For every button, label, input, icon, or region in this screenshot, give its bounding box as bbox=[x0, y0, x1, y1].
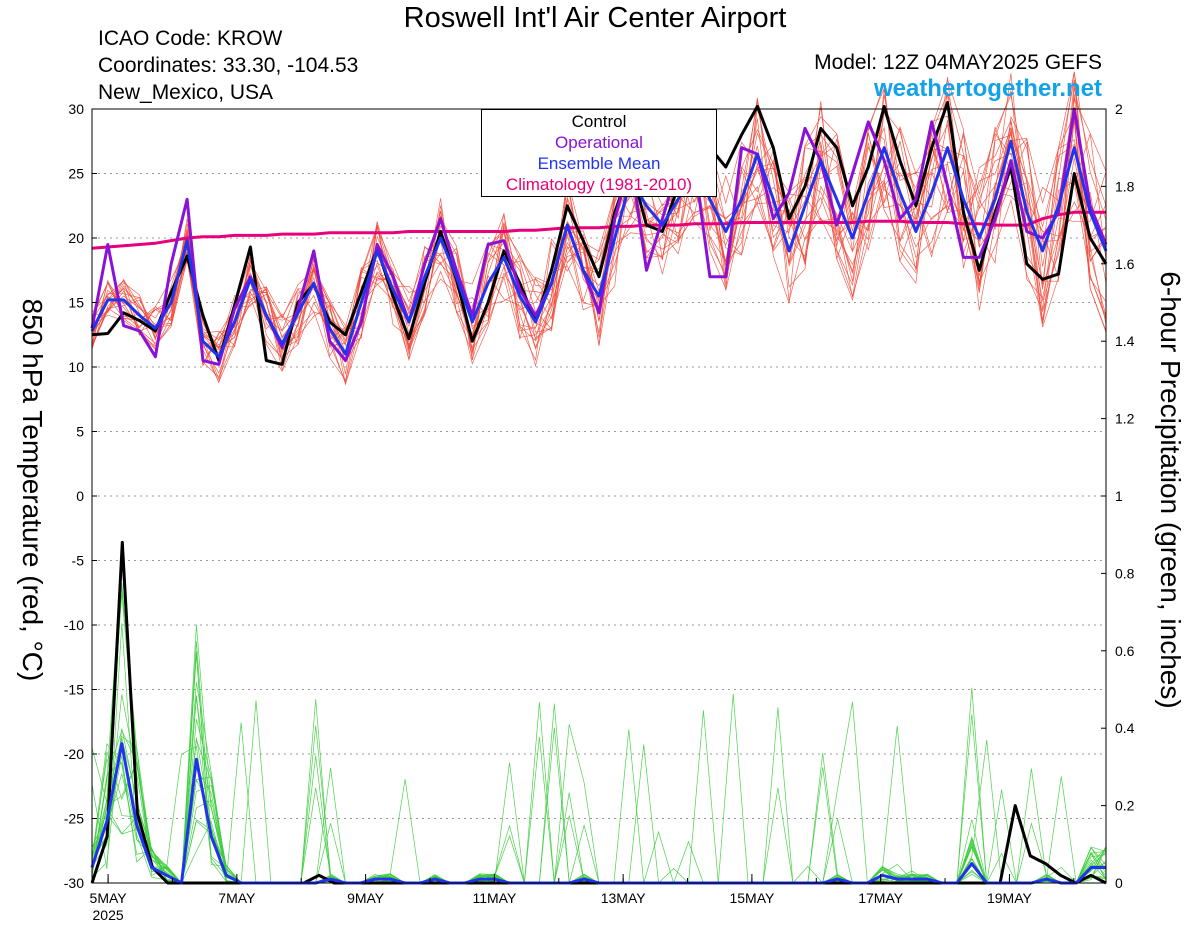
precip-member-line bbox=[91, 682, 1107, 884]
legend-climatology: Climatology (1981-2010) bbox=[505, 175, 693, 194]
x-tick-label: 13MAY bbox=[601, 890, 647, 906]
x-tick-label: 15MAY bbox=[729, 890, 775, 906]
plot-frame bbox=[91, 108, 1107, 884]
precip-member-line bbox=[91, 710, 1107, 884]
y-tick-label-left: 0 bbox=[76, 488, 84, 504]
x-tick-label: 11MAY bbox=[472, 890, 516, 906]
main-series bbox=[90, 101, 1108, 885]
legend-control: Control bbox=[571, 112, 627, 131]
y-tick-label-left: 10 bbox=[68, 359, 84, 375]
y-axis-label-left: 850 hPa Temperature (red, °C) bbox=[17, 298, 48, 682]
precip-member-line bbox=[91, 593, 1107, 884]
x-tick-label: 7MAY bbox=[218, 890, 256, 906]
precip-member-line bbox=[91, 701, 1107, 884]
legend-ensemble-mean: Ensemble Mean bbox=[537, 154, 661, 173]
precip-member-line bbox=[91, 725, 1107, 885]
y-tick-label-left: 30 bbox=[68, 101, 84, 117]
y-tick-label-right: 0.4 bbox=[1115, 720, 1135, 736]
legend-operational: Operational bbox=[555, 133, 643, 152]
y-tick-label-right: 1.6 bbox=[1115, 256, 1135, 272]
temp-member-line bbox=[91, 87, 1107, 351]
precip-ensemble-mean-line bbox=[90, 742, 1106, 885]
temp-member-line bbox=[91, 128, 1107, 349]
temp-control-line bbox=[91, 101, 1108, 366]
temp-ensemble-mean-line bbox=[90, 139, 1108, 359]
axes: 302520151050-5-10-15-20-25-3021.81.61.41… bbox=[64, 101, 1135, 923]
icao-code: ICAO Code: KROW bbox=[98, 27, 283, 50]
precip-member-line bbox=[91, 724, 1107, 884]
y-tick-label-left: 20 bbox=[68, 230, 84, 246]
x-tick-label: 9MAY bbox=[347, 890, 385, 906]
precip-member-line bbox=[91, 761, 1107, 884]
y-axis-label-right: 6-hour Precipitation (green, inches) bbox=[1155, 271, 1186, 709]
precip-member-line bbox=[91, 552, 1107, 884]
precip-member-line bbox=[91, 556, 1107, 884]
y-tick-label-right: 0.2 bbox=[1115, 798, 1135, 814]
precip-member-line bbox=[91, 699, 1107, 884]
precip-member-line bbox=[91, 758, 1107, 884]
y-tick-label-left: -5 bbox=[72, 553, 85, 569]
x-tick-label: 17MAY bbox=[858, 890, 904, 906]
y-tick-label-right: 0.8 bbox=[1115, 565, 1135, 581]
y-tick-label-left: 15 bbox=[68, 295, 84, 311]
temp-member-line bbox=[91, 78, 1107, 367]
y-tick-label-right: 0.6 bbox=[1115, 643, 1135, 659]
model-run: Model: 12Z 04MAY2025 GEFS bbox=[814, 51, 1102, 74]
temp-member-line bbox=[91, 71, 1107, 383]
chart-title: Roswell Int'l Air Center Airport bbox=[403, 2, 787, 34]
precip-member-line bbox=[91, 695, 1107, 884]
y-tick-label-right: 0 bbox=[1115, 875, 1123, 891]
y-tick-label-left: -30 bbox=[64, 875, 84, 891]
y-tick-label-left: -10 bbox=[64, 617, 84, 633]
precip-control-line bbox=[90, 540, 1107, 885]
temp-member-line bbox=[91, 132, 1107, 386]
brand-link[interactable]: weathertogether.net bbox=[873, 75, 1102, 102]
y-tick-label-right: 1.4 bbox=[1115, 333, 1135, 349]
y-tick-label-left: 5 bbox=[76, 424, 84, 440]
region: New_Mexico, USA bbox=[98, 81, 274, 104]
y-tick-label-right: 1.8 bbox=[1115, 178, 1135, 194]
legend: Control Operational Ensemble Mean Climat… bbox=[481, 109, 717, 197]
y-tick-label-right: 1 bbox=[1115, 488, 1123, 504]
precip-member-line bbox=[91, 703, 1107, 884]
x-tick-label: 5MAY bbox=[90, 890, 128, 906]
precip-member-line bbox=[91, 583, 1107, 884]
coordinates: Coordinates: 33.30, -104.53 bbox=[98, 54, 359, 77]
precip-member-line bbox=[91, 586, 1107, 884]
y-tick-label-right: 2 bbox=[1115, 101, 1123, 117]
x-tick-sublabel: 2025 bbox=[93, 907, 124, 923]
y-tick-label-right: 1.2 bbox=[1115, 411, 1135, 427]
y-tick-label-left: -20 bbox=[64, 746, 84, 762]
y-tick-label-left: 25 bbox=[68, 166, 84, 182]
y-tick-label-left: -15 bbox=[64, 682, 84, 698]
temp-climatology-line bbox=[91, 210, 1106, 250]
y-tick-label-left: -25 bbox=[64, 811, 84, 827]
x-tick-label: 19MAY bbox=[987, 890, 1033, 906]
